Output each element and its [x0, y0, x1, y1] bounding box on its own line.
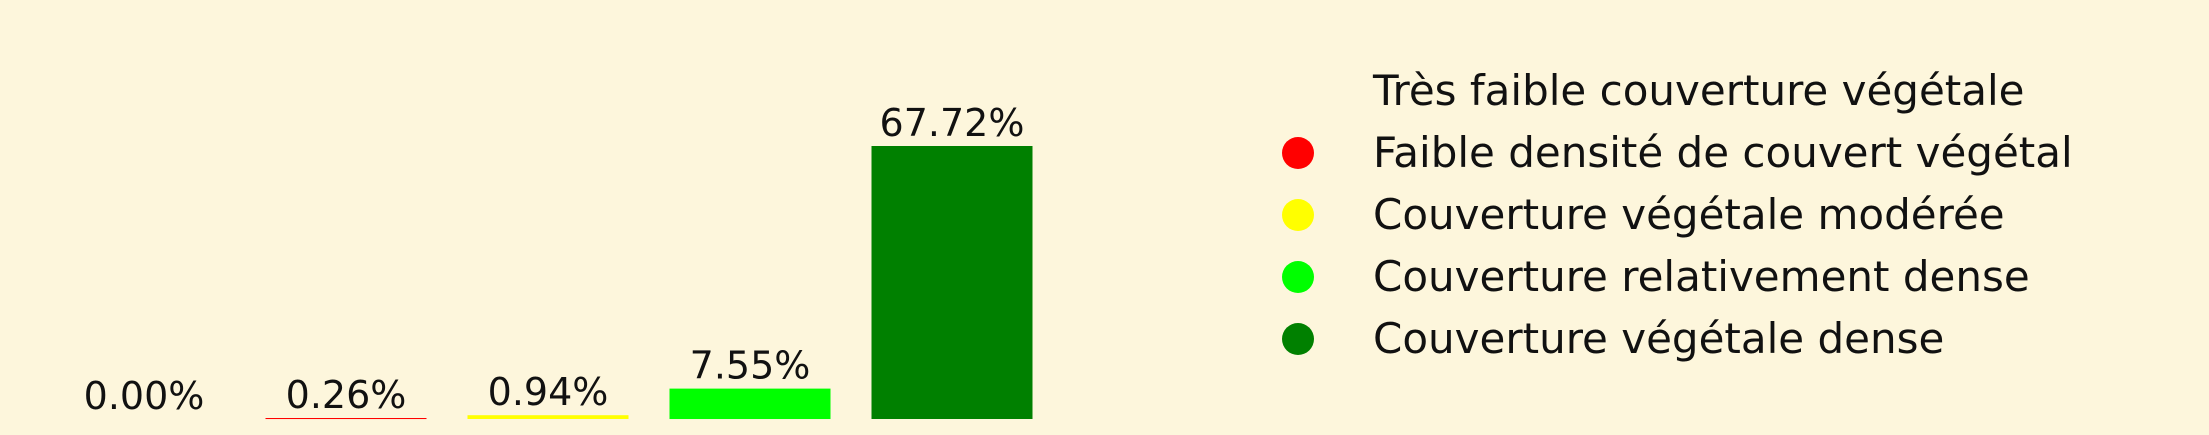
legend-marker-2: [1282, 137, 1314, 169]
chart-legend: Très faible couverture végétale Faible de…: [1282, 66, 2073, 363]
legend-label-2: Faible densité de couvert végétal: [1373, 128, 2073, 177]
bar-value-label-4: 7.55%: [690, 344, 811, 388]
legend-marker-5: [1282, 323, 1314, 355]
bar-4: [669, 388, 831, 420]
legend-label-5: Couverture végétale dense: [1373, 314, 1944, 363]
legend-marker-4: [1282, 261, 1314, 293]
legend-marker-3: [1282, 199, 1314, 231]
legend-marker-1: [1282, 75, 1314, 107]
bar-value-label-5: 67.72%: [880, 101, 1025, 145]
legend-label-3: Couverture végétale modérée: [1373, 190, 2005, 239]
bar-group: [265, 146, 1033, 420]
legend-item-2: Faible densité de couvert végétal: [1282, 128, 2073, 177]
legend-label-4: Couverture relativement dense: [1373, 252, 2030, 301]
bar-3: [467, 415, 629, 419]
bar-5: [871, 146, 1033, 419]
bar-value-label-1: 0.00%: [84, 374, 205, 418]
bar-value-label-2: 0.26%: [286, 373, 407, 417]
legend-item-1: Très faible couverture végétale: [1282, 66, 2025, 115]
bar-2: [265, 418, 427, 420]
legend-item-4: Couverture relativement dense: [1282, 252, 2030, 301]
legend-label-1: Très faible couverture végétale: [1372, 66, 2025, 115]
legend-item-3: Couverture végétale modérée: [1282, 190, 2005, 239]
bar-value-label-3: 0.94%: [488, 370, 609, 414]
bar-label-group: 0.00% 0.26% 0.94% 7.55% 67.72%: [84, 101, 1025, 418]
legend-item-5: Couverture végétale dense: [1282, 314, 1944, 363]
